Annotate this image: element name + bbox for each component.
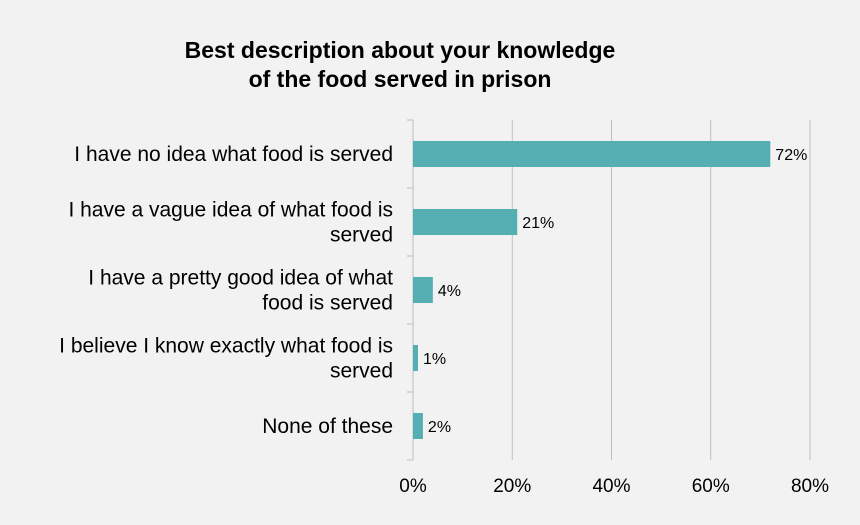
x-tick-label-1: 20%	[493, 476, 531, 497]
data-label-2: 4%	[438, 283, 461, 300]
bar-0	[413, 141, 771, 167]
bar-2	[413, 277, 433, 303]
x-tick-label-3: 60%	[692, 476, 730, 497]
data-label-4: 2%	[428, 419, 451, 436]
chart-title-line-1: Best description about your knowledge	[184, 37, 616, 63]
data-label-1: 21%	[522, 215, 554, 232]
chart-title-line-2: of the food served in prison	[248, 66, 552, 92]
data-label-3: 1%	[423, 351, 446, 368]
x-tick-label-2: 40%	[592, 476, 630, 497]
category-label-2-line-0: I have a pretty good idea of what	[88, 267, 393, 290]
bar-4	[413, 413, 423, 439]
category-label-4-line-0: None of these	[262, 415, 393, 438]
category-label-3-line-0: I believe I know exactly what food is	[59, 335, 393, 358]
data-label-0: 72%	[775, 147, 807, 164]
x-tick-label-4: 80%	[791, 476, 829, 497]
bar-3	[413, 345, 418, 371]
category-label-0-line-0: I have no idea what food is served	[74, 143, 393, 166]
category-label-1-line-1: served	[330, 224, 393, 247]
x-tick-label-0: 0%	[399, 476, 427, 497]
category-label-1-line-0: I have a vague idea of what food is	[68, 199, 393, 222]
category-label-2-line-1: food is served	[262, 292, 393, 315]
chart-title: Best description about your knowledge of…	[130, 36, 670, 94]
category-label-3-line-1: served	[330, 360, 393, 383]
bar-1	[413, 209, 518, 235]
